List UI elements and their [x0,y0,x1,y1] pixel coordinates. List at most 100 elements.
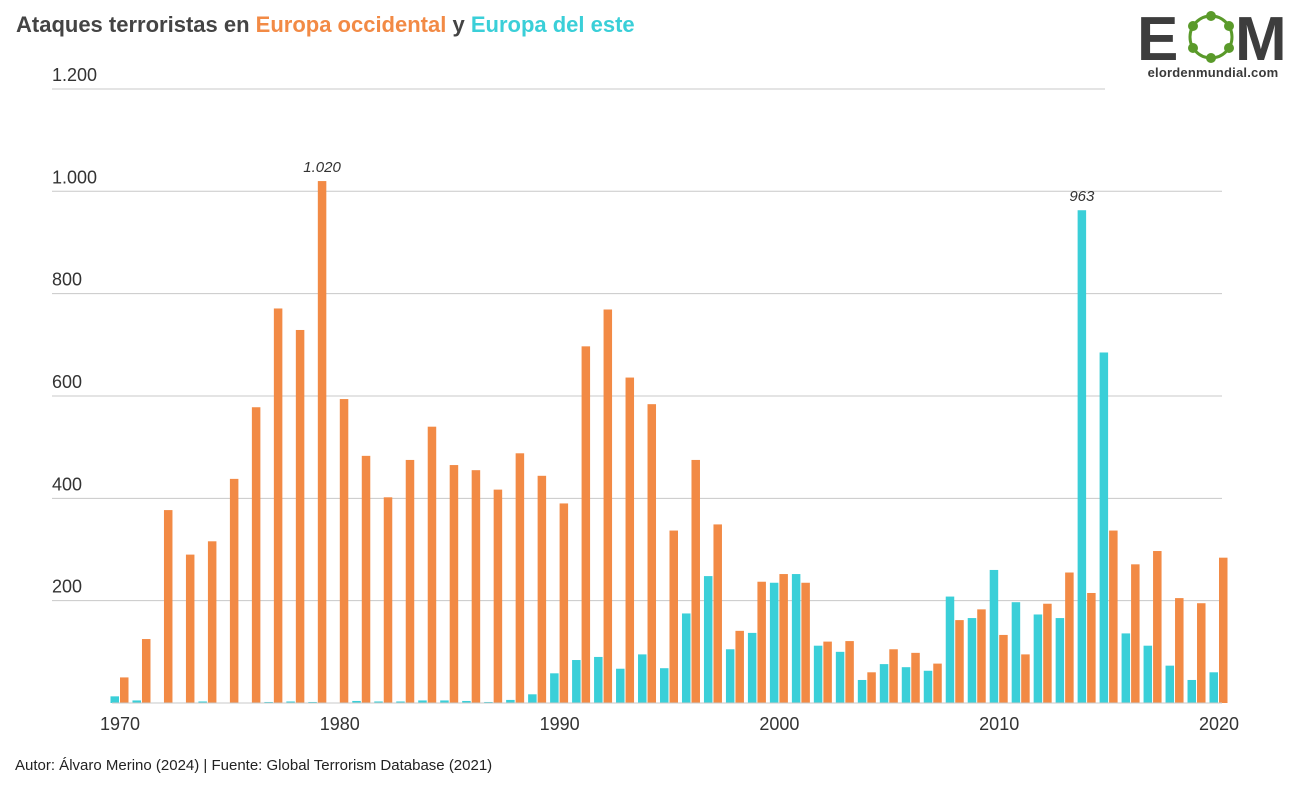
bar-eastern-1978 [286,701,295,703]
logo-globe-icon [1188,11,1234,63]
bar-eastern-1979 [308,701,317,703]
source-footer: Autor: Álvaro Merino (2024) | Fuente: Gl… [15,757,493,774]
bar-eastern-2017 [1143,645,1153,703]
eom-logo: E M elordenmundial.com [1137,5,1289,86]
bar-eastern-1989 [528,694,537,703]
bar-western-1974 [207,541,217,703]
y-tick-label: 1.000 [52,167,97,187]
bar-western-1996 [691,459,700,703]
bar-eastern-1990 [550,673,559,703]
bar-eastern-2018 [1165,665,1175,703]
x-tick-label: 1980 [320,714,360,734]
logo-letter-m: M [1235,10,1287,66]
bar-eastern-1971 [132,700,141,703]
bar-eastern-1997 [703,576,713,703]
bar-western-2002 [823,641,832,703]
bar-western-1975 [229,478,239,703]
bar-western-1982 [383,497,393,703]
bar-western-2011 [1021,654,1030,703]
bar-western-1970 [120,677,129,703]
bar-western-1999 [757,581,766,703]
bar-western-1981 [361,455,371,703]
bar-eastern-1988 [506,699,515,703]
x-tick-label: 2020 [1199,714,1239,734]
bar-eastern-2007 [923,670,933,703]
bar-eastern-2015 [1099,352,1109,703]
bar-western-2001 [801,582,810,703]
bar-western-2010 [999,634,1008,703]
bar-western-1997 [713,524,722,703]
bar-eastern-1974 [198,701,207,703]
bar-eastern-1970 [110,696,119,703]
x-tick-label: 2000 [759,714,799,734]
title-connector: y [446,12,471,37]
bar-western-2003 [845,641,854,703]
bar-eastern-2004 [857,679,867,703]
bar-eastern-2013 [1055,618,1065,703]
bar-western-2009 [977,609,986,703]
bar-western-2004 [867,672,876,703]
bar-western-1984 [427,426,437,703]
bar-western-2020 [1219,557,1228,703]
x-tick-label: 2010 [979,714,1019,734]
bar-eastern-2020 [1209,672,1218,703]
title-prefix: Ataques terroristas en [16,12,256,37]
bar-western-2016 [1131,564,1140,703]
bar-western-1990 [559,503,569,703]
bar-western-1985 [449,465,459,703]
bar-eastern-2005 [879,664,889,703]
bar-eastern-1981 [352,700,361,703]
bar-western-2006 [911,652,920,703]
bar-western-1972 [163,510,173,703]
bar-eastern-2019 [1187,679,1197,703]
bar-eastern-1985 [440,700,449,703]
bar-western-2015 [1109,530,1118,703]
bar-western-1986 [471,470,481,703]
bar-western-2012 [1043,603,1052,703]
bar-eastern-1987 [484,701,493,703]
bar-western-1979 [317,181,327,704]
bar-western-1980 [339,399,349,703]
bar-western-1987 [493,489,503,703]
bar-western-1977 [273,308,283,703]
bar-western-2013 [1065,572,1074,703]
bar-western-1976 [251,407,261,703]
bar-western-2019 [1197,603,1206,703]
logo-site-text: elordenmundial.com [1147,65,1279,80]
bar-western-2014 [1087,592,1096,703]
bar-western-1992 [603,309,613,703]
logo-letter-e: E [1137,10,1178,66]
bar-eastern-2012 [1033,614,1043,703]
y-tick-label: 600 [52,372,82,392]
data-label: 963 [1069,188,1095,205]
title-series-western: Europa occidental [255,12,447,37]
bar-eastern-1993 [616,668,625,703]
bar-eastern-1977 [264,701,273,703]
x-tick-label: 1990 [540,714,580,734]
y-tick-label: 400 [52,474,82,494]
y-tick-label: 800 [52,270,82,290]
bar-eastern-2014 [1077,210,1087,703]
bar-western-1971 [141,639,151,703]
bar-western-2018 [1175,598,1184,703]
bar-western-1991 [581,346,591,703]
y-tick-label: 1.200 [52,65,97,85]
title-series-eastern: Europa del este [470,12,635,37]
bar-eastern-2008 [945,596,955,703]
bar-western-1973 [185,554,195,703]
bar-eastern-1998 [725,649,735,703]
bar-western-1998 [735,630,744,703]
bar-western-2005 [889,649,898,703]
bar-eastern-2011 [1011,602,1021,703]
bar-eastern-1982 [374,701,383,703]
bar-western-2000 [779,574,788,703]
bar-western-1978 [295,329,305,703]
y-tick-label: 200 [52,577,82,597]
bar-eastern-1983 [396,701,405,703]
bar-western-1988 [515,453,525,703]
bar-eastern-1986 [462,700,471,703]
bar-western-1993 [625,377,635,703]
bar-eastern-2000 [769,582,779,703]
bar-eastern-1995 [660,668,669,703]
